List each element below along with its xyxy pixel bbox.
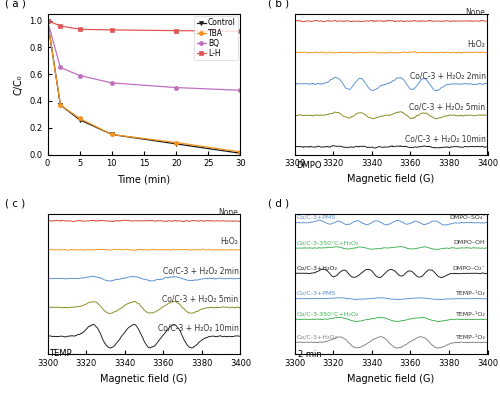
Line: L-H: L-H [46,19,242,33]
L-H [76,27,82,32]
Text: H₂O₂: H₂O₂ [220,237,238,246]
BQ [58,65,64,70]
Control [173,141,179,146]
X-axis label: Magnetic field (G): Magnetic field (G) [348,374,434,384]
BQ [173,85,179,90]
TBA [76,116,82,121]
BQ [76,73,82,78]
Text: Co/C-3-350°C+H₂O₂: Co/C-3-350°C+H₂O₂ [296,240,359,245]
X-axis label: Magnetic field (G): Magnetic field (G) [348,174,434,184]
X-axis label: Magnetic field (G): Magnetic field (G) [100,374,188,384]
Control [109,132,115,137]
Text: Co/C-3-350°C+H₂O₂: Co/C-3-350°C+H₂O₂ [296,312,359,317]
Text: 2 min: 2 min [298,350,322,360]
Text: Co/C-3 + H₂O₂ 5min: Co/C-3 + H₂O₂ 5min [162,295,238,304]
Text: DMPO–SO₄⁻: DMPO–SO₄⁻ [449,215,486,220]
L-H [109,28,115,32]
BQ [238,88,244,93]
L-H [58,23,64,28]
Text: DMPO–O₂⁻: DMPO–O₂⁻ [453,266,486,270]
TBA [109,132,115,137]
Text: Co/C-3+PMS: Co/C-3+PMS [296,215,336,220]
Text: TEMP–¹O₂: TEMP–¹O₂ [456,335,486,340]
Text: TEMP–¹O₂: TEMP–¹O₂ [456,312,486,317]
Text: None: None [218,208,238,217]
Line: BQ: BQ [46,19,242,92]
Control [58,103,64,107]
Y-axis label: C/C₀: C/C₀ [14,74,24,95]
Line: Control: Control [46,19,242,155]
TBA [44,18,51,23]
Text: DMPO–OH: DMPO–OH [454,240,486,245]
Text: Co/C-3+H₂O₂: Co/C-3+H₂O₂ [296,266,338,270]
Text: TEMP: TEMP [50,349,72,358]
X-axis label: Time (min): Time (min) [118,174,171,184]
Text: ( a ): ( a ) [5,0,26,8]
L-H [173,28,179,33]
Text: DMPO: DMPO [296,161,322,170]
Text: Co/C-3 + H₂O₂ 2min: Co/C-3 + H₂O₂ 2min [162,266,238,275]
Text: ( d ): ( d ) [268,198,288,208]
L-H [238,29,244,34]
Text: ( b ): ( b ) [268,0,288,8]
Text: Co/C-3+PMS: Co/C-3+PMS [296,291,336,296]
TBA [58,103,64,107]
Text: Co/C-3 + H₂O₂ 5min: Co/C-3 + H₂O₂ 5min [410,103,486,112]
Control [238,151,244,156]
Text: Co/C-3+H₂O₂: Co/C-3+H₂O₂ [296,335,338,340]
Text: Co/C-3 + H₂O₂ 10min: Co/C-3 + H₂O₂ 10min [158,324,238,333]
Text: None: None [466,8,485,17]
Text: Co/C-3 + H₂O₂ 2min: Co/C-3 + H₂O₂ 2min [410,71,486,80]
TBA [173,140,179,145]
Text: H₂O₂: H₂O₂ [468,40,485,49]
Line: TBA: TBA [46,19,242,154]
L-H [44,18,51,23]
Control [76,117,82,122]
Text: ( c ): ( c ) [5,198,25,208]
Legend: Control, TBA, BQ, L-H: Control, TBA, BQ, L-H [194,16,238,60]
Text: Co/C-3 + H₂O₂ 10min: Co/C-3 + H₂O₂ 10min [404,134,485,143]
BQ [109,80,115,85]
Control [44,18,51,23]
BQ [44,18,51,23]
Text: TEMP–¹O₂: TEMP–¹O₂ [456,291,486,296]
TBA [238,150,244,154]
